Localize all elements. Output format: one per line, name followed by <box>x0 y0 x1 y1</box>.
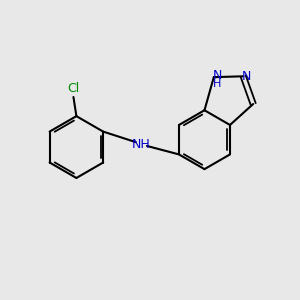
Text: N: N <box>242 70 251 83</box>
Text: NH: NH <box>132 138 150 151</box>
Text: N: N <box>213 69 222 82</box>
Text: Cl: Cl <box>67 82 80 94</box>
Text: H: H <box>213 79 221 88</box>
